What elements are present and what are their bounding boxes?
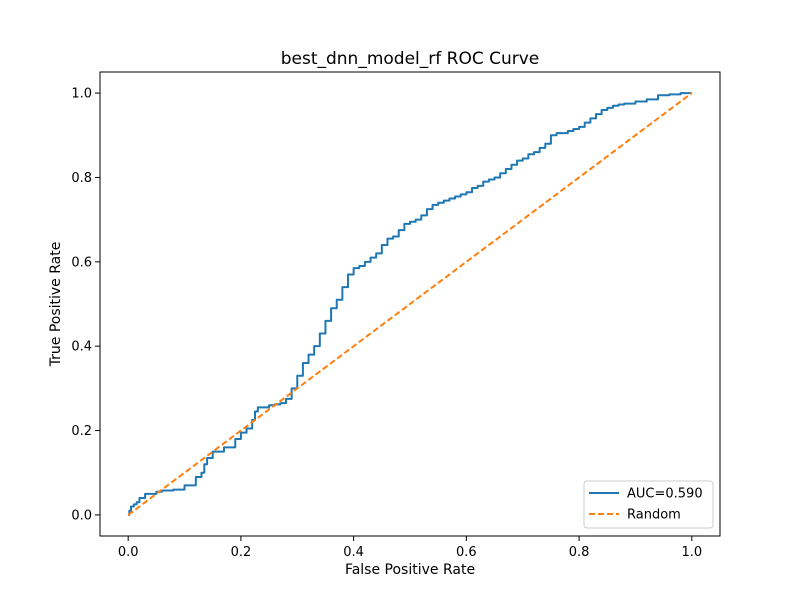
y-tick-label: 0.2 xyxy=(71,424,92,439)
y-tick-label: 0.0 xyxy=(71,508,92,523)
chart-title: best_dnn_model_rf ROC Curve xyxy=(281,49,540,69)
legend-label-random: Random xyxy=(627,508,681,523)
random-baseline-line xyxy=(127,92,693,516)
x-axis-ticks: 0.0 0.2 0.4 0.6 0.8 1.0 xyxy=(118,536,702,560)
y-tick-label: 0.8 xyxy=(71,171,92,186)
x-axis-label: False Positive Rate xyxy=(345,562,475,578)
x-tick-label: 0.4 xyxy=(343,545,364,560)
plot-series xyxy=(127,92,693,516)
y-axis-label: True Positive Rate xyxy=(48,242,64,368)
roc-curve-line xyxy=(128,92,692,516)
x-tick-label: 0.6 xyxy=(456,545,477,560)
plot-area-frame xyxy=(99,71,721,537)
x-tick-label: 0.0 xyxy=(118,545,139,560)
x-tick-label: 1.0 xyxy=(681,545,702,560)
y-tick-label: 0.4 xyxy=(71,340,92,355)
y-tick-label: 0.6 xyxy=(71,255,92,270)
legend: AUC=0.590 Random xyxy=(583,480,714,529)
x-tick-label: 0.8 xyxy=(569,545,590,560)
y-axis-ticks: 0.0 0.2 0.4 0.6 0.8 1.0 xyxy=(71,87,100,523)
x-tick-label: 0.2 xyxy=(231,545,252,560)
legend-label-auc: AUC=0.590 xyxy=(627,487,703,502)
y-tick-label: 1.0 xyxy=(71,87,92,102)
